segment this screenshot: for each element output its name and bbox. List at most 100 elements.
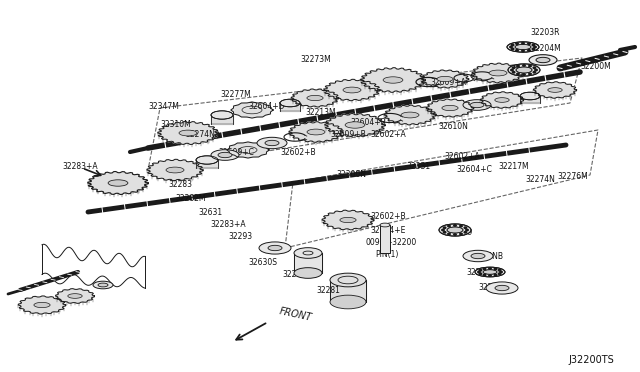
Ellipse shape xyxy=(479,269,482,271)
Ellipse shape xyxy=(499,269,500,271)
Ellipse shape xyxy=(494,274,497,276)
Ellipse shape xyxy=(508,64,540,76)
Bar xyxy=(380,225,390,253)
Ellipse shape xyxy=(439,224,471,236)
Polygon shape xyxy=(421,70,468,88)
Ellipse shape xyxy=(460,225,462,227)
Ellipse shape xyxy=(466,229,468,231)
Text: 32277M: 32277M xyxy=(220,90,251,99)
Text: 32283+A: 32283+A xyxy=(210,220,246,229)
Text: J32200TS: J32200TS xyxy=(568,355,614,365)
Ellipse shape xyxy=(548,88,562,92)
Ellipse shape xyxy=(211,150,239,160)
Text: 32273M: 32273M xyxy=(300,55,331,64)
Text: 32609+B: 32609+B xyxy=(330,130,365,139)
Polygon shape xyxy=(384,105,436,125)
Ellipse shape xyxy=(196,156,218,164)
Ellipse shape xyxy=(179,130,197,136)
Ellipse shape xyxy=(516,49,518,51)
Ellipse shape xyxy=(536,57,550,62)
Ellipse shape xyxy=(477,271,480,273)
Ellipse shape xyxy=(528,49,531,51)
Text: 32281: 32281 xyxy=(316,286,340,295)
Ellipse shape xyxy=(471,253,485,259)
Polygon shape xyxy=(426,99,474,117)
Text: 32602+B: 32602+B xyxy=(370,212,406,221)
Ellipse shape xyxy=(211,111,233,119)
Text: 32609+C: 32609+C xyxy=(218,148,254,157)
Polygon shape xyxy=(147,159,203,181)
Text: 32217M: 32217M xyxy=(498,162,529,171)
Text: 32276M: 32276M xyxy=(557,172,588,181)
Ellipse shape xyxy=(529,55,557,65)
Ellipse shape xyxy=(345,122,365,128)
Ellipse shape xyxy=(343,87,361,93)
Ellipse shape xyxy=(529,65,531,67)
Text: 32225N: 32225N xyxy=(478,283,508,292)
Polygon shape xyxy=(360,68,426,92)
Text: 32274NB: 32274NB xyxy=(468,252,503,261)
Text: 32604+B: 32604+B xyxy=(350,118,386,127)
Bar xyxy=(330,280,366,302)
Bar xyxy=(520,96,540,103)
Text: 32631: 32631 xyxy=(198,208,222,217)
Ellipse shape xyxy=(463,100,491,110)
Ellipse shape xyxy=(509,46,512,48)
Text: 32630S: 32630S xyxy=(248,258,277,267)
Ellipse shape xyxy=(523,74,525,75)
Polygon shape xyxy=(227,142,269,158)
Text: 32300N: 32300N xyxy=(336,170,366,179)
Polygon shape xyxy=(18,296,66,314)
Ellipse shape xyxy=(535,69,537,71)
Polygon shape xyxy=(324,113,385,137)
Text: 32602+B: 32602+B xyxy=(280,148,316,157)
Ellipse shape xyxy=(483,268,486,270)
Bar xyxy=(294,253,322,273)
Ellipse shape xyxy=(475,267,505,277)
Text: 32213M: 32213M xyxy=(305,108,335,117)
Ellipse shape xyxy=(268,246,282,251)
Ellipse shape xyxy=(507,42,539,52)
Ellipse shape xyxy=(265,140,279,146)
Ellipse shape xyxy=(515,44,531,49)
Ellipse shape xyxy=(294,268,322,278)
Polygon shape xyxy=(322,210,374,230)
Polygon shape xyxy=(324,79,380,101)
Ellipse shape xyxy=(499,273,500,275)
Polygon shape xyxy=(291,89,339,107)
Ellipse shape xyxy=(68,294,82,298)
Bar xyxy=(211,115,233,124)
Ellipse shape xyxy=(463,250,493,262)
Ellipse shape xyxy=(534,46,536,48)
Text: 32293: 32293 xyxy=(228,232,252,241)
Ellipse shape xyxy=(520,92,540,100)
Text: 00930-32200: 00930-32200 xyxy=(365,238,416,247)
Ellipse shape xyxy=(330,295,366,309)
Ellipse shape xyxy=(307,95,323,100)
Ellipse shape xyxy=(380,223,390,227)
Text: 32274NA: 32274NA xyxy=(185,130,220,139)
Ellipse shape xyxy=(330,273,366,287)
Text: 32609+A: 32609+A xyxy=(430,78,466,87)
Ellipse shape xyxy=(511,44,514,46)
Ellipse shape xyxy=(34,302,50,308)
Ellipse shape xyxy=(486,282,518,294)
Bar xyxy=(196,160,218,168)
Text: 32610N: 32610N xyxy=(438,122,468,131)
Ellipse shape xyxy=(516,67,532,73)
Ellipse shape xyxy=(511,69,513,71)
Ellipse shape xyxy=(442,229,444,231)
Ellipse shape xyxy=(532,48,534,50)
Ellipse shape xyxy=(494,268,497,270)
Ellipse shape xyxy=(516,43,518,44)
Ellipse shape xyxy=(447,227,463,233)
Ellipse shape xyxy=(444,231,446,233)
Text: 32331: 32331 xyxy=(406,162,430,171)
Text: 32347M: 32347M xyxy=(148,102,179,111)
Text: 32203R: 32203R xyxy=(530,28,559,37)
Ellipse shape xyxy=(448,225,451,227)
Text: 32286M: 32286M xyxy=(282,270,312,279)
Ellipse shape xyxy=(442,105,458,110)
Ellipse shape xyxy=(280,99,300,107)
Ellipse shape xyxy=(523,65,525,66)
